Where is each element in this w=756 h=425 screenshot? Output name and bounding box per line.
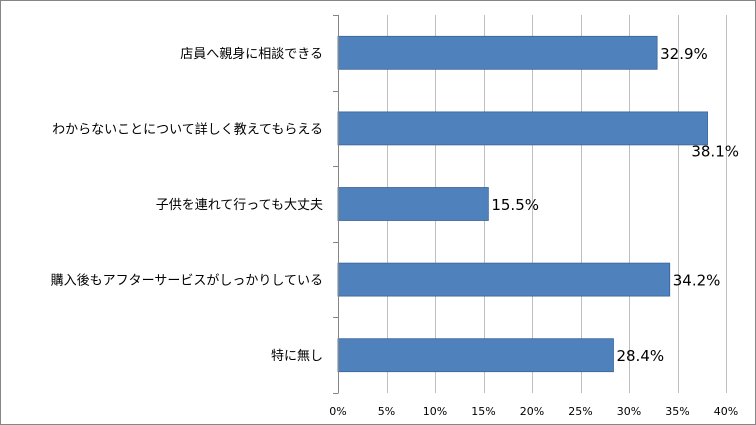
bar-1 bbox=[337, 111, 708, 146]
x-tick-labels: 0% 5% 10% 15% 20% 25% 30% 35% 40% bbox=[329, 405, 738, 418]
x-tick-label-20: 20% bbox=[520, 405, 544, 418]
data-label-0: 32.9% bbox=[660, 45, 708, 63]
category-label-4: 特に無し bbox=[271, 349, 323, 364]
data-label-2: 15.5% bbox=[491, 196, 539, 214]
data-labels: 32.9% 38.1% 15.5% 34.2% 28.4% bbox=[491, 45, 739, 365]
bar-0 bbox=[337, 35, 658, 70]
category-label-1: わからないことについて詳しく教えてもらえる bbox=[52, 121, 323, 137]
data-label-4: 28.4% bbox=[616, 347, 664, 365]
category-labels: 店員へ親身に相談できるわからないことについて詳しく教えてもらえる子供を連れて行っ… bbox=[51, 46, 323, 364]
category-axis bbox=[333, 15, 339, 394]
x-tick-label-0: 0% bbox=[329, 405, 346, 418]
bar-3 bbox=[337, 262, 671, 297]
x-tick-label-10: 10% bbox=[423, 405, 447, 418]
x-tick-label-5: 5% bbox=[378, 405, 395, 418]
data-label-3: 34.2% bbox=[673, 272, 721, 290]
x-tick-label-30: 30% bbox=[617, 405, 641, 418]
bar-4 bbox=[337, 338, 614, 373]
bar-2 bbox=[337, 187, 489, 221]
x-tick-label-40: 40% bbox=[714, 405, 738, 418]
x-tick-label-15: 15% bbox=[471, 405, 495, 418]
x-tick-label-25: 25% bbox=[568, 405, 592, 418]
data-label-1: 38.1% bbox=[691, 142, 739, 160]
category-label-2: 子供を連れて行っても大丈夫 bbox=[156, 198, 323, 213]
category-label-3: 購入後もアフターサービスがしっかりしている bbox=[51, 274, 323, 289]
category-label-0: 店員へ親身に相談できる bbox=[180, 46, 323, 62]
x-tick-label-35: 35% bbox=[665, 405, 689, 418]
bars bbox=[337, 35, 708, 373]
